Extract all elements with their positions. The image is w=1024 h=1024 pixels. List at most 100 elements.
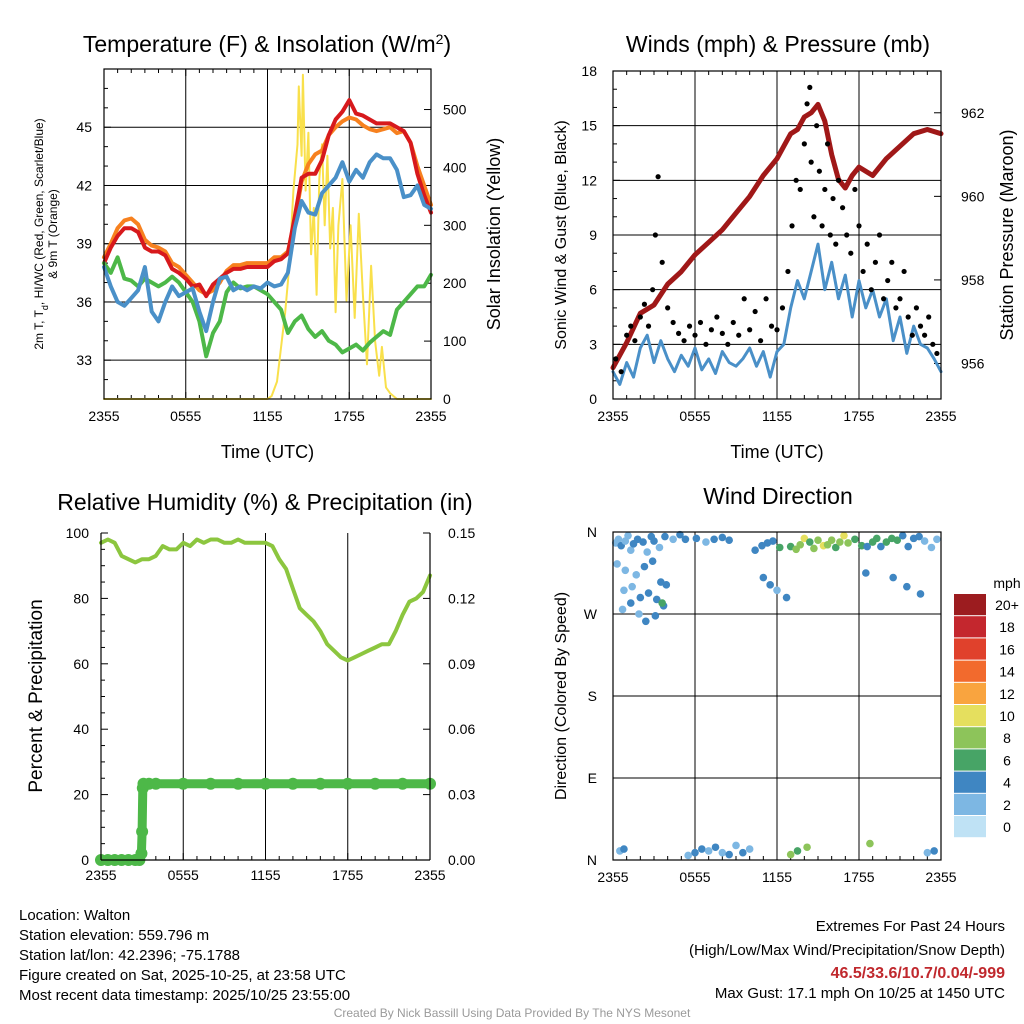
series-line-blue	[611, 242, 943, 386]
direction-point	[916, 590, 925, 598]
gust-point	[822, 186, 828, 193]
x-tick-label: 2355	[414, 867, 445, 883]
gust-point	[763, 296, 769, 302]
x-axis-label: Time (UTC)	[730, 442, 823, 462]
gust-point	[835, 177, 842, 183]
direction-point	[851, 535, 859, 544]
direction-point	[626, 599, 635, 607]
precip-point	[369, 777, 382, 790]
gust-point	[708, 327, 715, 333]
direction-point	[711, 843, 720, 852]
direction-point	[769, 537, 777, 545]
y-tick-label: 45	[76, 119, 92, 135]
direction-point	[632, 571, 641, 579]
x-tick-label: 1155	[762, 869, 792, 885]
gust-point	[830, 195, 836, 202]
station-info: Location: Walton Station elevation: 559.…	[19, 906, 350, 1006]
extremes-title: Extremes For Past 24 Hours	[815, 918, 1005, 935]
direction-point	[810, 544, 818, 553]
direction-point	[827, 536, 836, 544]
y-tick-label: 6	[589, 282, 597, 298]
series-line-blue	[102, 152, 433, 334]
gust-point	[893, 305, 899, 311]
gust-point	[618, 369, 624, 375]
direction-point	[904, 542, 912, 551]
series-line-green	[102, 255, 433, 359]
gust-point	[833, 241, 839, 247]
y-axis-label: Direction (Colored By Speed)	[553, 592, 570, 800]
precip-point	[149, 777, 162, 790]
gust-point	[860, 268, 866, 275]
y-axis-label: 2m T, Td, HI/WC (Red, Green, Scarlet/Blu…	[32, 118, 50, 349]
direction-point	[626, 546, 635, 555]
direction-point	[836, 538, 844, 546]
gust-point	[876, 232, 883, 238]
gust-point	[807, 84, 813, 90]
x-tick-label: 2355	[925, 869, 956, 885]
gust-point	[628, 323, 634, 329]
direction-point	[702, 538, 710, 546]
y2-axis-label: Solar Insolation (Yellow)	[484, 138, 504, 330]
y-tick-label: 33	[76, 352, 92, 368]
legend-swatch	[954, 682, 986, 704]
x-tick-label: 0555	[168, 867, 199, 883]
y-tick-label: 60	[73, 656, 89, 672]
direction-point	[933, 535, 941, 544]
gust-point	[730, 319, 736, 326]
direction-point	[652, 595, 661, 604]
gust-point	[697, 319, 704, 326]
direction-point	[773, 586, 781, 595]
gust-point	[714, 314, 720, 320]
gust-point	[922, 332, 928, 338]
gust-point	[811, 214, 817, 220]
gust-point	[692, 332, 698, 338]
legend-label: 14	[999, 664, 1015, 680]
direction-point	[704, 847, 713, 855]
direction-point	[866, 839, 874, 848]
gust-point	[816, 168, 822, 174]
gust-point	[779, 305, 786, 311]
y2-axis-label: Station Pressure (Maroon)	[997, 129, 1017, 340]
direction-point	[644, 589, 653, 597]
x-tick-label: 1755	[332, 867, 363, 883]
direction-point	[621, 566, 630, 575]
legend-swatch	[954, 594, 986, 616]
x-tick-label: 2355	[88, 408, 119, 424]
gust-point	[827, 232, 833, 238]
direction-point	[639, 538, 647, 546]
chart-title: Winds (mph) & Pressure (mb)	[626, 31, 930, 57]
plot-border	[612, 70, 942, 400]
direction-point	[796, 540, 805, 549]
gust-point	[624, 332, 630, 338]
legend-label: 2	[1003, 797, 1011, 813]
chart-title: Relative Humidity (%) & Precipitation (i…	[57, 489, 472, 515]
direction-point	[710, 535, 718, 544]
rh-line	[99, 537, 432, 663]
precip-point	[259, 777, 272, 790]
gust-point	[747, 327, 753, 333]
x-tick-label: 0555	[679, 408, 710, 424]
direction-point	[844, 539, 852, 547]
series-line-orange	[102, 115, 433, 297]
y-tick-label: 12	[581, 172, 597, 188]
legend-swatch	[954, 705, 986, 727]
direction-point	[751, 546, 759, 555]
precip-point	[286, 777, 299, 790]
gust-point	[881, 296, 887, 302]
direction-point	[745, 845, 754, 853]
y2-tick-label: 0.03	[448, 787, 475, 803]
direction-point	[898, 531, 907, 540]
gust-point	[885, 277, 891, 284]
gust-point	[926, 314, 932, 320]
x-tick-label: 1155	[250, 867, 280, 883]
gust-point	[930, 341, 936, 347]
gust-point	[703, 341, 709, 347]
direction-point	[650, 537, 658, 545]
y2-tick-label: 0.00	[448, 852, 475, 868]
y2-tick-label: 960	[961, 188, 985, 204]
gust-point	[934, 350, 940, 357]
direction-point	[782, 593, 791, 602]
legend-swatch	[954, 771, 986, 793]
gust-point	[725, 341, 731, 347]
